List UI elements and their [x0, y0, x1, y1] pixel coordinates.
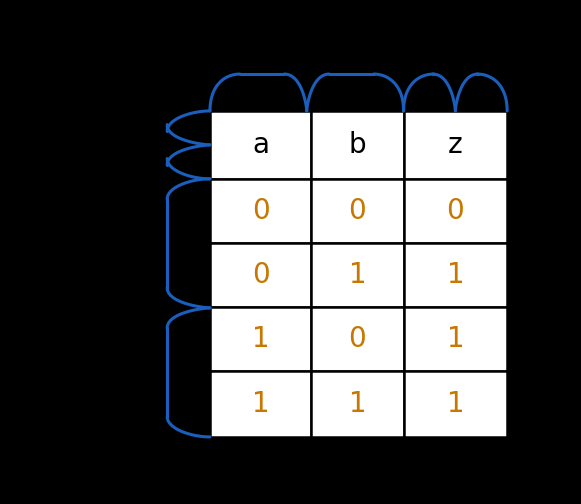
Bar	[404, 371, 507, 437]
Bar	[311, 243, 404, 307]
Text: 0: 0	[446, 197, 464, 225]
Bar	[311, 307, 404, 371]
Bar	[404, 307, 507, 371]
Text: 1: 1	[447, 261, 464, 289]
Bar	[404, 179, 507, 243]
Bar	[210, 179, 311, 243]
Bar	[404, 243, 507, 307]
Text: 1: 1	[349, 390, 366, 418]
Bar	[311, 111, 404, 179]
Text: a: a	[252, 131, 269, 159]
Bar	[311, 179, 404, 243]
Text: 1: 1	[252, 390, 270, 418]
Text: b: b	[349, 131, 366, 159]
Bar	[210, 371, 311, 437]
Bar	[210, 111, 311, 179]
Bar	[210, 243, 311, 307]
Text: 1: 1	[252, 325, 270, 353]
Text: 1: 1	[349, 261, 366, 289]
Text: 0: 0	[252, 261, 270, 289]
Bar	[210, 307, 311, 371]
Text: 1: 1	[447, 390, 464, 418]
Text: z: z	[448, 131, 462, 159]
Text: 0: 0	[252, 197, 270, 225]
Bar	[311, 371, 404, 437]
Text: 1: 1	[447, 325, 464, 353]
Bar	[404, 111, 507, 179]
Text: 0: 0	[349, 197, 366, 225]
Text: 0: 0	[349, 325, 366, 353]
